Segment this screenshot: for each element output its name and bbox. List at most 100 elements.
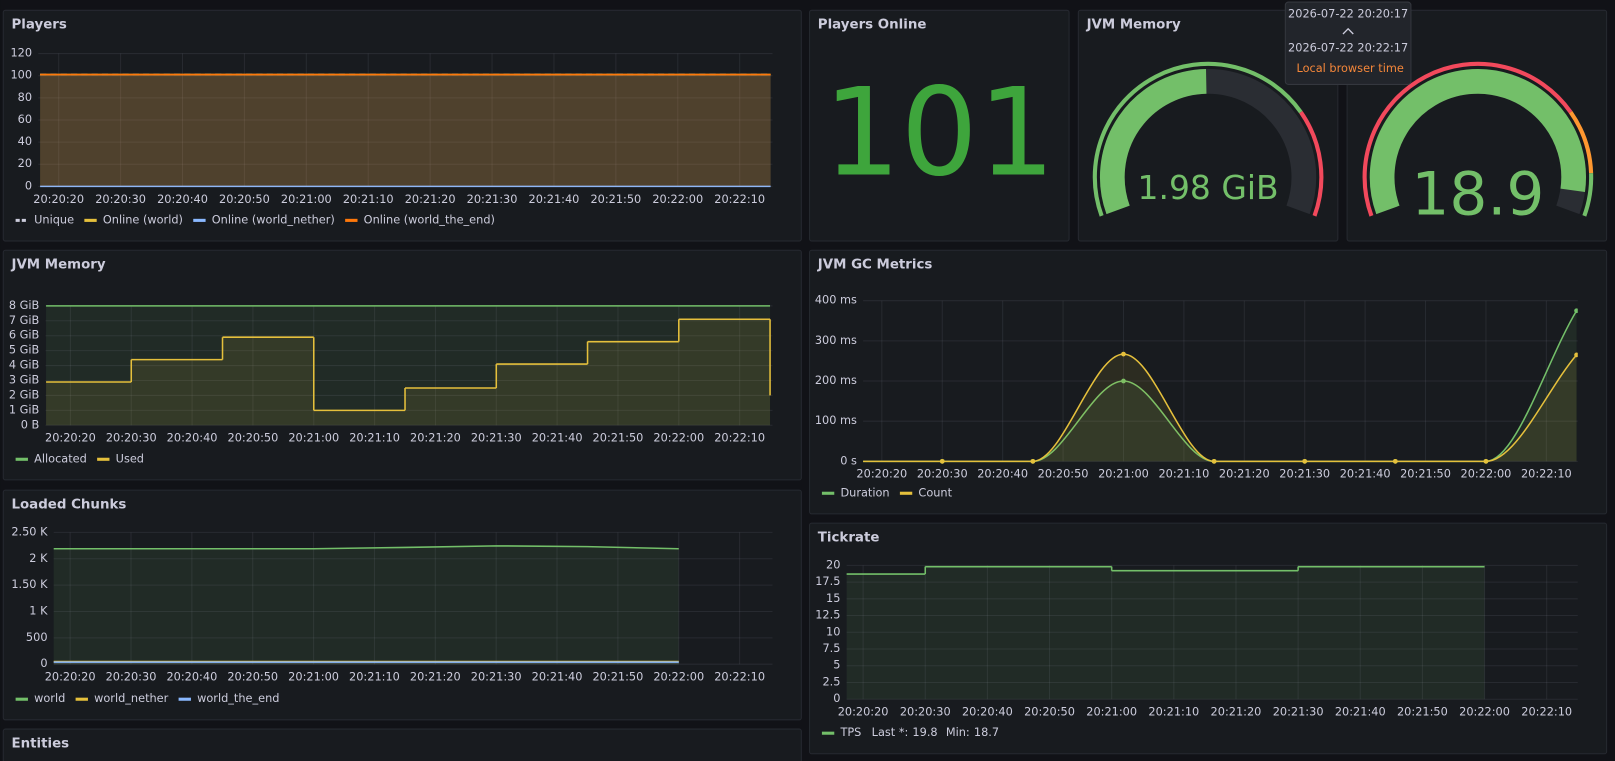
y-tick-label: 7 GiB (9, 313, 39, 327)
x-tick-label: 20:21:00 (1086, 705, 1137, 719)
legend-label: world (34, 691, 65, 705)
panel-title: JVM Memory (1086, 18, 1181, 33)
x-tick-label: 20:21:50 (593, 431, 644, 445)
x-tick-label: 20:22:00 (652, 192, 703, 206)
x-tick-label: 20:20:30 (106, 431, 157, 445)
x-tick-label: 20:22:00 (1459, 705, 1510, 719)
legend-label: world_nether (94, 691, 168, 705)
x-tick-label: 20:20:20 (856, 467, 907, 481)
data-point (1121, 351, 1126, 357)
panel-title: Players Online (818, 18, 927, 33)
panel: JVM GC Metrics 0 s 100 ms 200 ms 300 ms 400 m… (809, 249, 1608, 515)
gauge-value-text: 18.9 (1411, 160, 1544, 229)
x-tick-label: 20:21:00 (281, 192, 332, 206)
legend-label: TPS (839, 725, 861, 739)
panel: 18.9 (1346, 9, 1608, 242)
panel: Players Online 101 (809, 9, 1070, 242)
panel-box (2, 728, 802, 761)
x-tick-label: 20:21:10 (343, 192, 394, 206)
threshold-band (1092, 61, 1303, 217)
gauge-value-text: 1.98 GiB (1138, 168, 1279, 207)
x-tick-label: 20:20:20 (45, 670, 96, 684)
x-tick-label: 20:21:00 (1098, 467, 1149, 481)
x-tick-label: 20:22:00 (653, 670, 704, 684)
x-tick-label: 20:21:40 (529, 192, 580, 206)
y-tick-label: 200 ms (815, 373, 857, 387)
plot-area (53, 545, 679, 665)
y-tick-label: 3 GiB (9, 373, 39, 387)
plot-area (40, 73, 771, 188)
y-tick-label: 500 (26, 630, 48, 644)
y-tick-label: 12.5 (815, 608, 840, 622)
legend-label: Online (world_nether) (212, 212, 335, 226)
plot-area (46, 305, 771, 426)
x-tick-label: 20:22:10 (1521, 705, 1572, 719)
data-point (1574, 308, 1578, 314)
area-fill (40, 74, 771, 187)
y-tick-label: 4 GiB (9, 358, 39, 372)
panel: Tickrate 0 2.5 5 7.5 10 12.5 15 17.5 20 20:20:20 20… (809, 522, 1608, 755)
x-tick-label: 20:21:40 (1340, 467, 1391, 481)
panel: JVM Memory 1.98 GiB (1077, 9, 1339, 242)
x-tick-label: 20:20:40 (167, 431, 218, 445)
panel-title: JVM Memory (10, 258, 105, 273)
x-tick-label: 20:20:40 (977, 467, 1028, 481)
panel: Entities (2, 728, 802, 761)
x-tick-label: 20:21:30 (471, 670, 522, 684)
x-tick-label: 20:20:50 (1038, 467, 1089, 481)
legend-label: Allocated (34, 451, 87, 465)
legend-stat-value: 18.7 (974, 725, 999, 739)
x-tick-label: 20:20:50 (219, 192, 270, 206)
y-tick-label: 60 (18, 112, 32, 126)
time-tooltip: 2026-07-22 20:20:17 2026-07-22 20:22:17 … (1284, 1, 1412, 85)
panel-title: Players (11, 18, 66, 33)
y-tick-label: 8 GiB (9, 298, 39, 312)
x-tick-label: 20:21:40 (532, 670, 583, 684)
area-fill (53, 545, 679, 665)
x-tick-label: 20:20:30 (95, 192, 146, 206)
y-tick-label: 7.5 (822, 641, 840, 655)
tooltip-to: 2026-07-22 20:22:17 (1288, 40, 1408, 54)
x-tick-label: 20:21:20 (410, 670, 461, 684)
y-tick-label: 400 ms (815, 293, 857, 307)
x-tick-label: 20:22:10 (714, 431, 765, 445)
plot-area (846, 565, 1485, 700)
y-tick-label: 5 (833, 658, 840, 672)
panel-box (2, 249, 802, 481)
x-tick-label: 20:21:40 (1335, 705, 1386, 719)
area-fill (40, 74, 771, 187)
threshold-band (1568, 110, 1594, 174)
y-tick-label: 300 ms (815, 333, 857, 347)
x-tick-label: 20:21:00 (288, 431, 339, 445)
y-tick-label: 0 B (21, 417, 40, 431)
x-tick-label: 20:21:50 (590, 192, 641, 206)
x-tick-label: 20:21:30 (1273, 705, 1324, 719)
x-tick-label: 20:21:20 (405, 192, 456, 206)
panel-title: Loaded Chunks (11, 498, 126, 513)
x-tick-label: 20:21:30 (1279, 467, 1330, 481)
y-tick-label: 0 (833, 691, 840, 705)
gauge-value (1369, 69, 1586, 215)
gauge-value (1099, 69, 1207, 215)
legend-stat-label: Min: (946, 725, 970, 739)
x-tick-label: 20:22:00 (1461, 467, 1512, 481)
x-tick-label: 20:20:20 (838, 705, 889, 719)
panel-title: Tickrate (818, 531, 880, 546)
x-tick-label: 20:22:10 (714, 192, 765, 206)
x-tick-label: 20:20:50 (1024, 705, 1075, 719)
threshold-band (1299, 110, 1324, 217)
legend-label: world_the_end (197, 691, 279, 705)
y-tick-label: 10 (826, 624, 840, 638)
x-tick-label: 20:20:30 (106, 670, 157, 684)
legend-label: Used (116, 451, 144, 465)
y-tick-label: 1 GiB (9, 402, 39, 416)
area-fill (46, 319, 771, 426)
plot-area (863, 308, 1578, 464)
panel-box (809, 9, 1070, 242)
x-tick-label: 20:20:50 (228, 431, 279, 445)
data-point (939, 458, 945, 464)
legend-label: Online (world) (103, 212, 183, 226)
